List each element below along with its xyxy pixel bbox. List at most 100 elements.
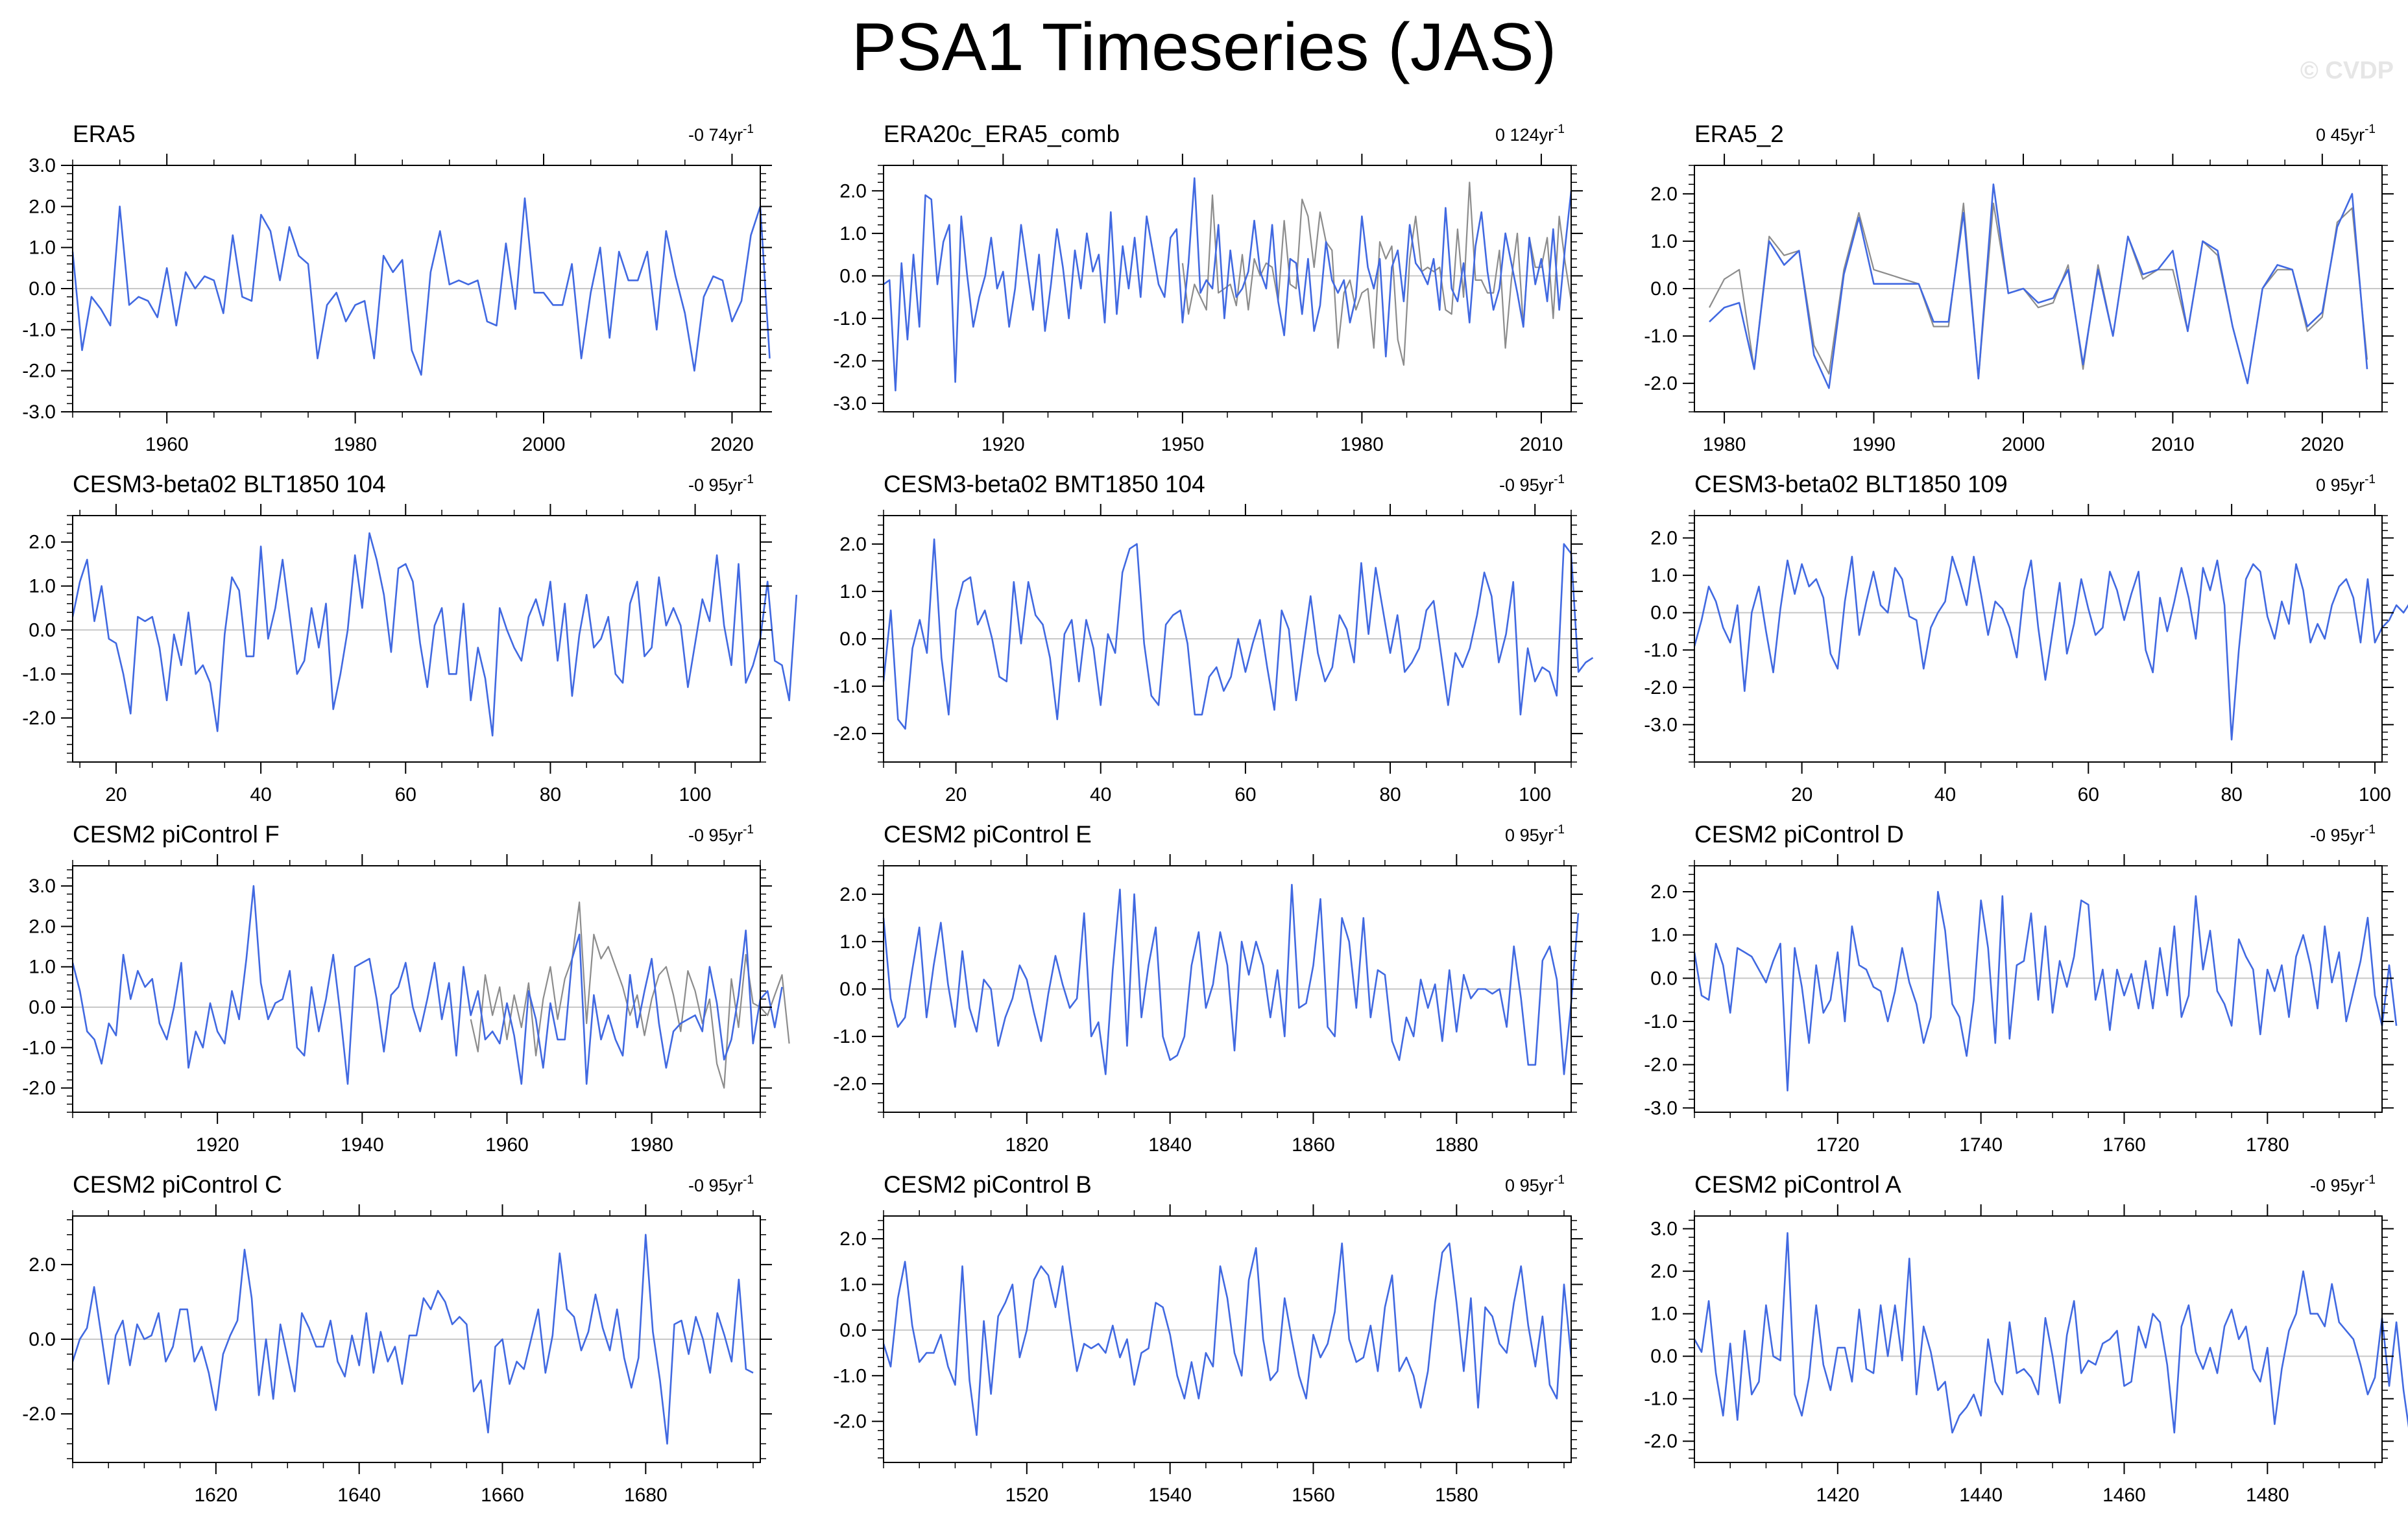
y-tick-label: 0.0 xyxy=(839,628,867,650)
x-tick-label: 1840 xyxy=(1148,1134,1192,1156)
y-tick-label: 2.0 xyxy=(839,180,867,202)
chart-panel-6: -2.0 -1.0 0.0 1.0 2.0 3.0 1920 1940 1960 1980 CESM… xyxy=(22,821,790,1156)
trend-label: -0 95yr-1 xyxy=(688,823,754,845)
x-tick-label: 40 xyxy=(1090,784,1111,805)
x-tick-label: 100 xyxy=(1519,784,1551,805)
chart-panel-10: -2.0 -1.0 0.0 1.0 2.0 1520 1540 1560 1580 CESM2 p… xyxy=(833,1171,1583,1506)
series-line-0 xyxy=(71,1234,754,1445)
x-tick-label: 20 xyxy=(1791,784,1812,805)
panel-title: CESM2 piControl D xyxy=(1694,821,1904,848)
series-line-0 xyxy=(1693,890,2398,1091)
panel-title: ERA5_2 xyxy=(1694,121,1784,147)
y-tick-label: 1.0 xyxy=(29,957,56,978)
series-line-0 xyxy=(1693,1232,2408,1434)
y-tick-label: -1.0 xyxy=(1644,1011,1678,1032)
series-line-0 xyxy=(71,197,771,376)
x-tick-label: 1740 xyxy=(1959,1134,2003,1156)
chart-panel-5: -3.0 -2.0 -1.0 0.0 1.0 2.0 20 40 60 80 100 CESM3-be… xyxy=(1644,471,2408,805)
x-tick-label: 1480 xyxy=(2246,1484,2289,1506)
trend-value: -0 95yr xyxy=(688,826,743,845)
y-tick-label: 2.0 xyxy=(29,916,56,937)
x-tick-label: 1440 xyxy=(1959,1484,2003,1506)
chart-panel-11: -2.0 -1.0 0.0 1.0 2.0 3.0 1420 1440 1460 1480 CESM… xyxy=(1644,1171,2408,1506)
y-tick-label: -2.0 xyxy=(1644,1055,1678,1076)
y-tick-label: 2.0 xyxy=(29,1254,56,1276)
plot-frame xyxy=(1694,1215,2383,1463)
x-tick-label: 1640 xyxy=(337,1484,381,1506)
y-tick-label: -2.0 xyxy=(22,708,56,729)
trend-exponent: -1 xyxy=(1554,473,1565,486)
series-line-0 xyxy=(71,532,798,737)
trend-value: 0 95yr xyxy=(1505,826,1554,845)
trend-exponent: -1 xyxy=(2365,823,2376,837)
y-tick-label: 2.0 xyxy=(29,532,56,553)
series-line-0 xyxy=(882,883,1580,1075)
y-tick-label: 0.0 xyxy=(29,619,56,641)
panel-title: CESM2 piControl C xyxy=(73,1171,282,1198)
trend-value: -0 95yr xyxy=(2310,1176,2365,1195)
y-tick-label: 1.0 xyxy=(1650,925,1678,946)
x-tick-label: 1680 xyxy=(624,1484,668,1506)
chart-panel-3: -2.0 -1.0 0.0 1.0 2.0 20 40 60 80 100 CESM3-beta02… xyxy=(22,471,798,805)
trend-label: -0 74yr-1 xyxy=(688,123,754,145)
y-tick-label: 2.0 xyxy=(1650,528,1678,549)
x-tick-label: 1950 xyxy=(1161,434,1204,455)
y-tick-label: 1.0 xyxy=(839,1274,867,1296)
x-tick-label: 1920 xyxy=(981,434,1025,455)
y-tick-label: -2.0 xyxy=(22,361,56,382)
y-tick-label: 0.0 xyxy=(839,1320,867,1341)
trend-value: -0 74yr xyxy=(688,125,743,145)
x-tick-label: 1560 xyxy=(1292,1484,1335,1506)
x-tick-label: 1940 xyxy=(341,1134,384,1156)
x-tick-label: 1660 xyxy=(481,1484,524,1506)
trend-exponent: -1 xyxy=(1554,823,1565,837)
x-tick-label: 20 xyxy=(945,784,967,805)
y-tick-label: -1.0 xyxy=(22,1037,56,1058)
y-tick-label: -3.0 xyxy=(22,401,56,423)
trend-value: 0 95yr xyxy=(1505,1176,1554,1195)
chart-panel-4: -2.0 -1.0 0.0 1.0 2.0 20 40 60 80 100 CESM3-beta02… xyxy=(833,471,1594,805)
panel-title: ERA20c_ERA5_comb xyxy=(884,121,1120,147)
series-line-0 xyxy=(882,1242,1572,1437)
x-tick-label: 60 xyxy=(1234,784,1256,805)
y-tick-label: 3.0 xyxy=(29,876,56,897)
trend-exponent: -1 xyxy=(2365,473,2376,486)
y-tick-label: 0.0 xyxy=(1650,602,1678,624)
x-tick-label: 1820 xyxy=(1005,1134,1048,1156)
x-tick-label: 1990 xyxy=(1852,434,1896,455)
x-tick-label: 100 xyxy=(2359,784,2391,805)
trend-exponent: -1 xyxy=(743,123,754,136)
y-tick-label: -3.0 xyxy=(1644,714,1678,735)
y-tick-label: 0.0 xyxy=(1650,968,1678,989)
y-tick-label: 2.0 xyxy=(839,534,867,555)
y-tick-label: -2.0 xyxy=(22,1078,56,1099)
x-tick-label: 80 xyxy=(1379,784,1401,805)
y-tick-label: -1.0 xyxy=(22,663,56,685)
trend-value: 0 45yr xyxy=(2316,125,2365,145)
trend-label: 0 95yr-1 xyxy=(1505,823,1565,845)
series-line-0 xyxy=(1693,555,2408,741)
x-tick-label: 1760 xyxy=(2102,1134,2146,1156)
trend-label: -0 95yr-1 xyxy=(1499,473,1565,495)
x-tick-label: 20 xyxy=(105,784,126,805)
plot-frame xyxy=(72,865,761,1113)
trend-exponent: -1 xyxy=(743,1173,754,1187)
trend-exponent: -1 xyxy=(2365,1173,2376,1187)
x-tick-label: 60 xyxy=(395,784,416,805)
x-tick-label: 60 xyxy=(2078,784,2099,805)
chart-panel-2: -2.0 -1.0 0.0 1.0 2.0 1980 1990 2000 2010 2020 ERA… xyxy=(1644,121,2394,455)
panel-title: CESM3-beta02 BLT1850 109 xyxy=(1694,471,2008,497)
trend-value: 0 95yr xyxy=(2316,475,2365,495)
series-line-1 xyxy=(1709,202,2368,385)
trend-label: 0 124yr-1 xyxy=(1495,123,1565,145)
x-tick-label: 1620 xyxy=(194,1484,237,1506)
y-tick-label: 1.0 xyxy=(839,581,867,602)
trend-exponent: -1 xyxy=(1554,1173,1565,1187)
x-tick-label: 2010 xyxy=(1520,434,1563,455)
x-tick-label: 1960 xyxy=(145,434,189,455)
y-tick-label: -1.0 xyxy=(1644,639,1678,661)
cvdp-credit: © CVDP xyxy=(2300,57,2394,84)
x-tick-label: 2000 xyxy=(522,434,566,455)
y-tick-label: -2.0 xyxy=(833,1411,867,1433)
